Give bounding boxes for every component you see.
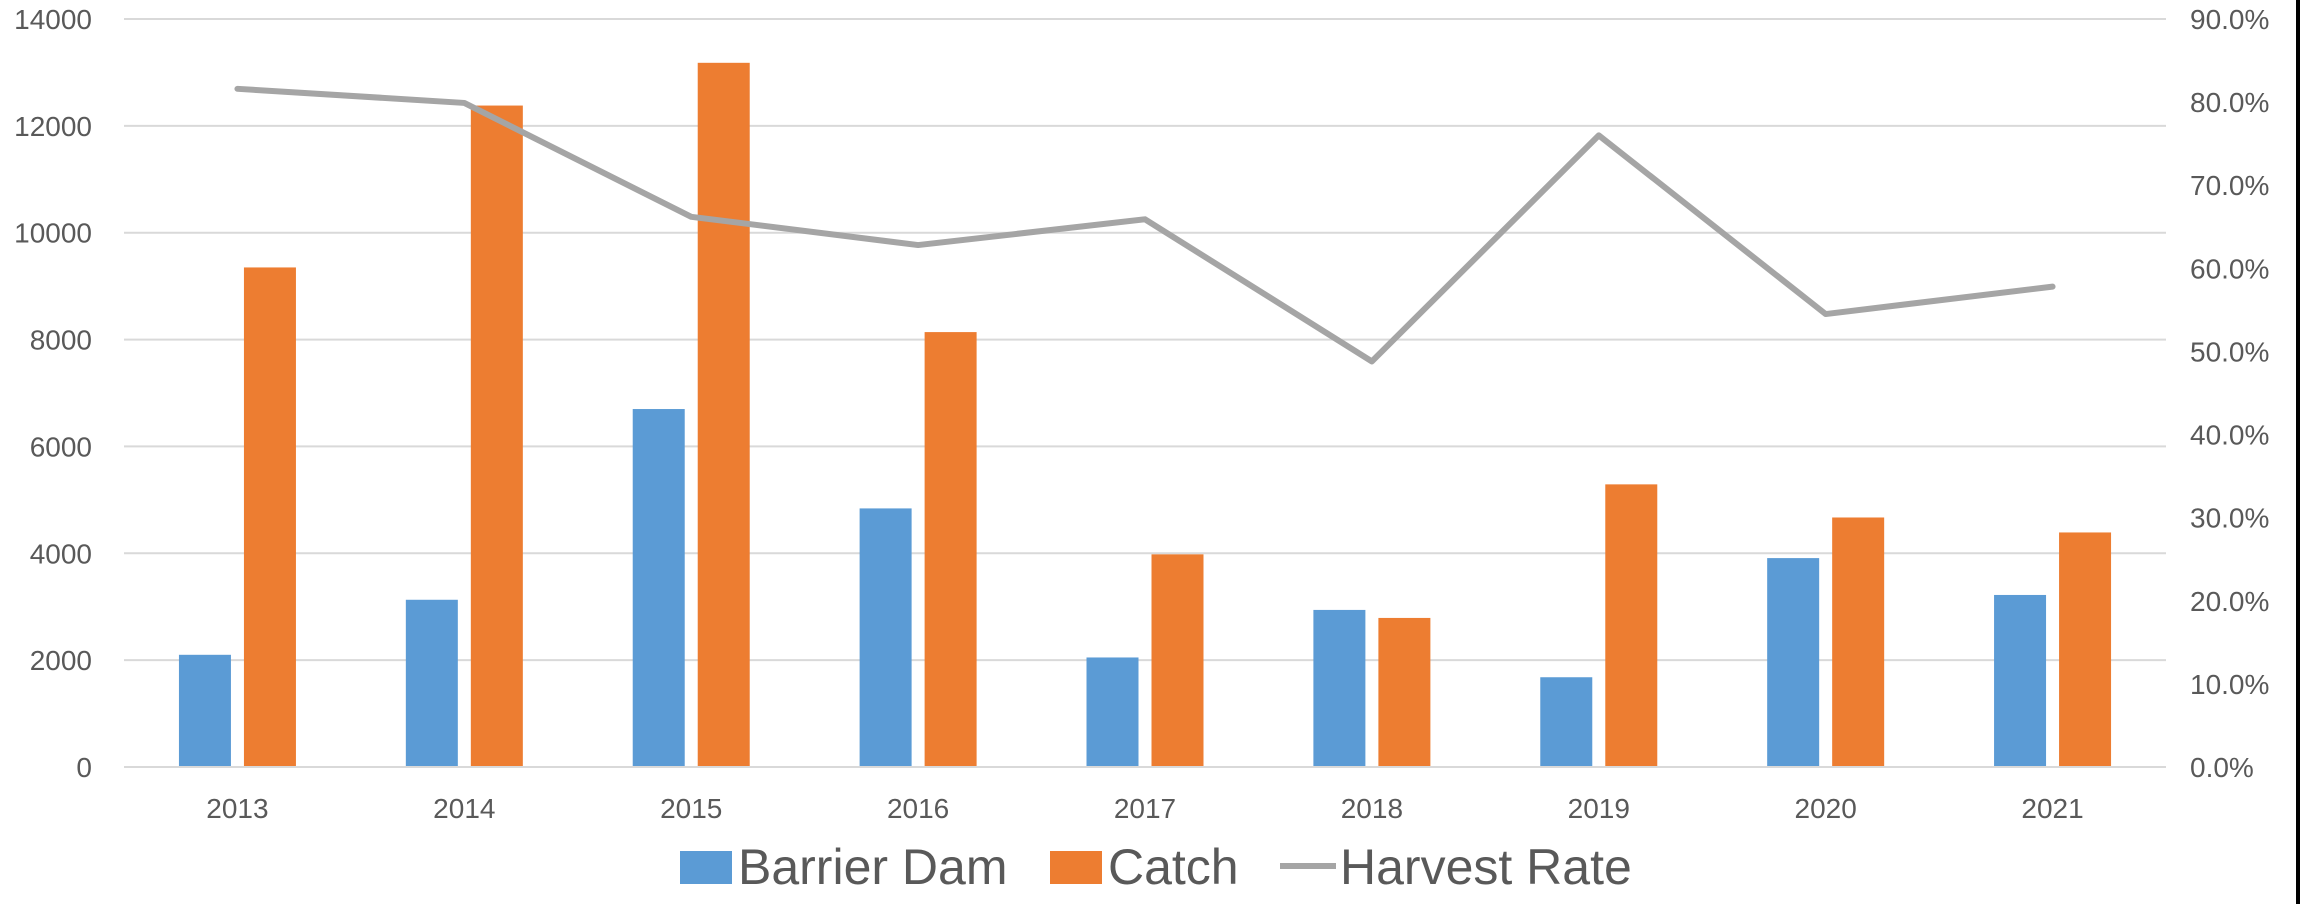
y-left-tick-label: 4000: [30, 538, 92, 569]
y-right-tick-label: 50.0%: [2190, 336, 2269, 367]
y-left-tick-label: 2000: [30, 645, 92, 676]
barrier-dam-bar: [859, 508, 912, 767]
x-tick-label: 2014: [433, 793, 495, 824]
catch-bar: [243, 267, 296, 767]
y-left-tick-label: 10000: [14, 218, 92, 249]
catch-bar: [1151, 554, 1204, 767]
y-left-tick-label: 12000: [14, 111, 92, 142]
y-right-tick-label: 30.0%: [2190, 503, 2269, 534]
legend-swatch-catch: [1050, 851, 1102, 884]
y-right-tick-label: 20.0%: [2190, 586, 2269, 617]
legend-label-harvest-rate: Harvest Rate: [1340, 839, 1632, 895]
x-tick-label: 2015: [660, 793, 722, 824]
barrier-dam-bar: [1313, 609, 1366, 767]
barrier-dam-bar: [405, 599, 458, 767]
x-tick-label: 2016: [887, 793, 949, 824]
harvest-rate-line: [234, 85, 2056, 365]
y-right-tick-label: 0.0%: [2190, 752, 2254, 783]
barrier-dam-bar: [1767, 558, 1820, 767]
legend-label-barrier-dam: Barrier Dam: [738, 839, 1007, 895]
y-left-tick-label: 0: [76, 752, 92, 783]
catch-bar: [924, 332, 977, 767]
y-right-tick-label: 40.0%: [2190, 420, 2269, 451]
y-left-tick-label: 6000: [30, 431, 92, 462]
catch-bar: [1378, 617, 1431, 767]
catch-bar: [697, 62, 750, 768]
y-right-tick-label: 90.0%: [2190, 4, 2269, 35]
y-right-tick-label: 60.0%: [2190, 253, 2269, 284]
x-tick-label: 2019: [1568, 793, 1630, 824]
y-left-tick-label: 14000: [14, 4, 92, 35]
legend-label-catch: Catch: [1108, 839, 1239, 895]
x-tick-label: 2020: [1795, 793, 1857, 824]
x-tick-label: 2017: [1114, 793, 1176, 824]
legend-swatch-barrier-dam: [680, 851, 732, 884]
x-tick-label: 2013: [206, 793, 268, 824]
y-right-tick-label: 70.0%: [2190, 170, 2269, 201]
catch-bar: [470, 105, 523, 768]
y-left-tick-label: 8000: [30, 325, 92, 356]
y-right-tick-label: 10.0%: [2190, 669, 2269, 700]
barrier-dam-bar: [1086, 657, 1139, 767]
frame-edge: [2296, 0, 2300, 904]
x-tick-label: 2021: [2021, 793, 2083, 824]
barrier-dam-bar: [178, 654, 231, 767]
catch-bar: [2059, 532, 2112, 767]
catch-bar: [1605, 484, 1658, 767]
barrier-dam-bar: [1540, 677, 1593, 767]
catch-bar: [1832, 517, 1885, 767]
barrier-dam-bar: [1994, 594, 2047, 767]
barrier-dam-bar: [632, 409, 685, 767]
x-tick-label: 2018: [1341, 793, 1403, 824]
y-right-tick-label: 80.0%: [2190, 87, 2269, 118]
